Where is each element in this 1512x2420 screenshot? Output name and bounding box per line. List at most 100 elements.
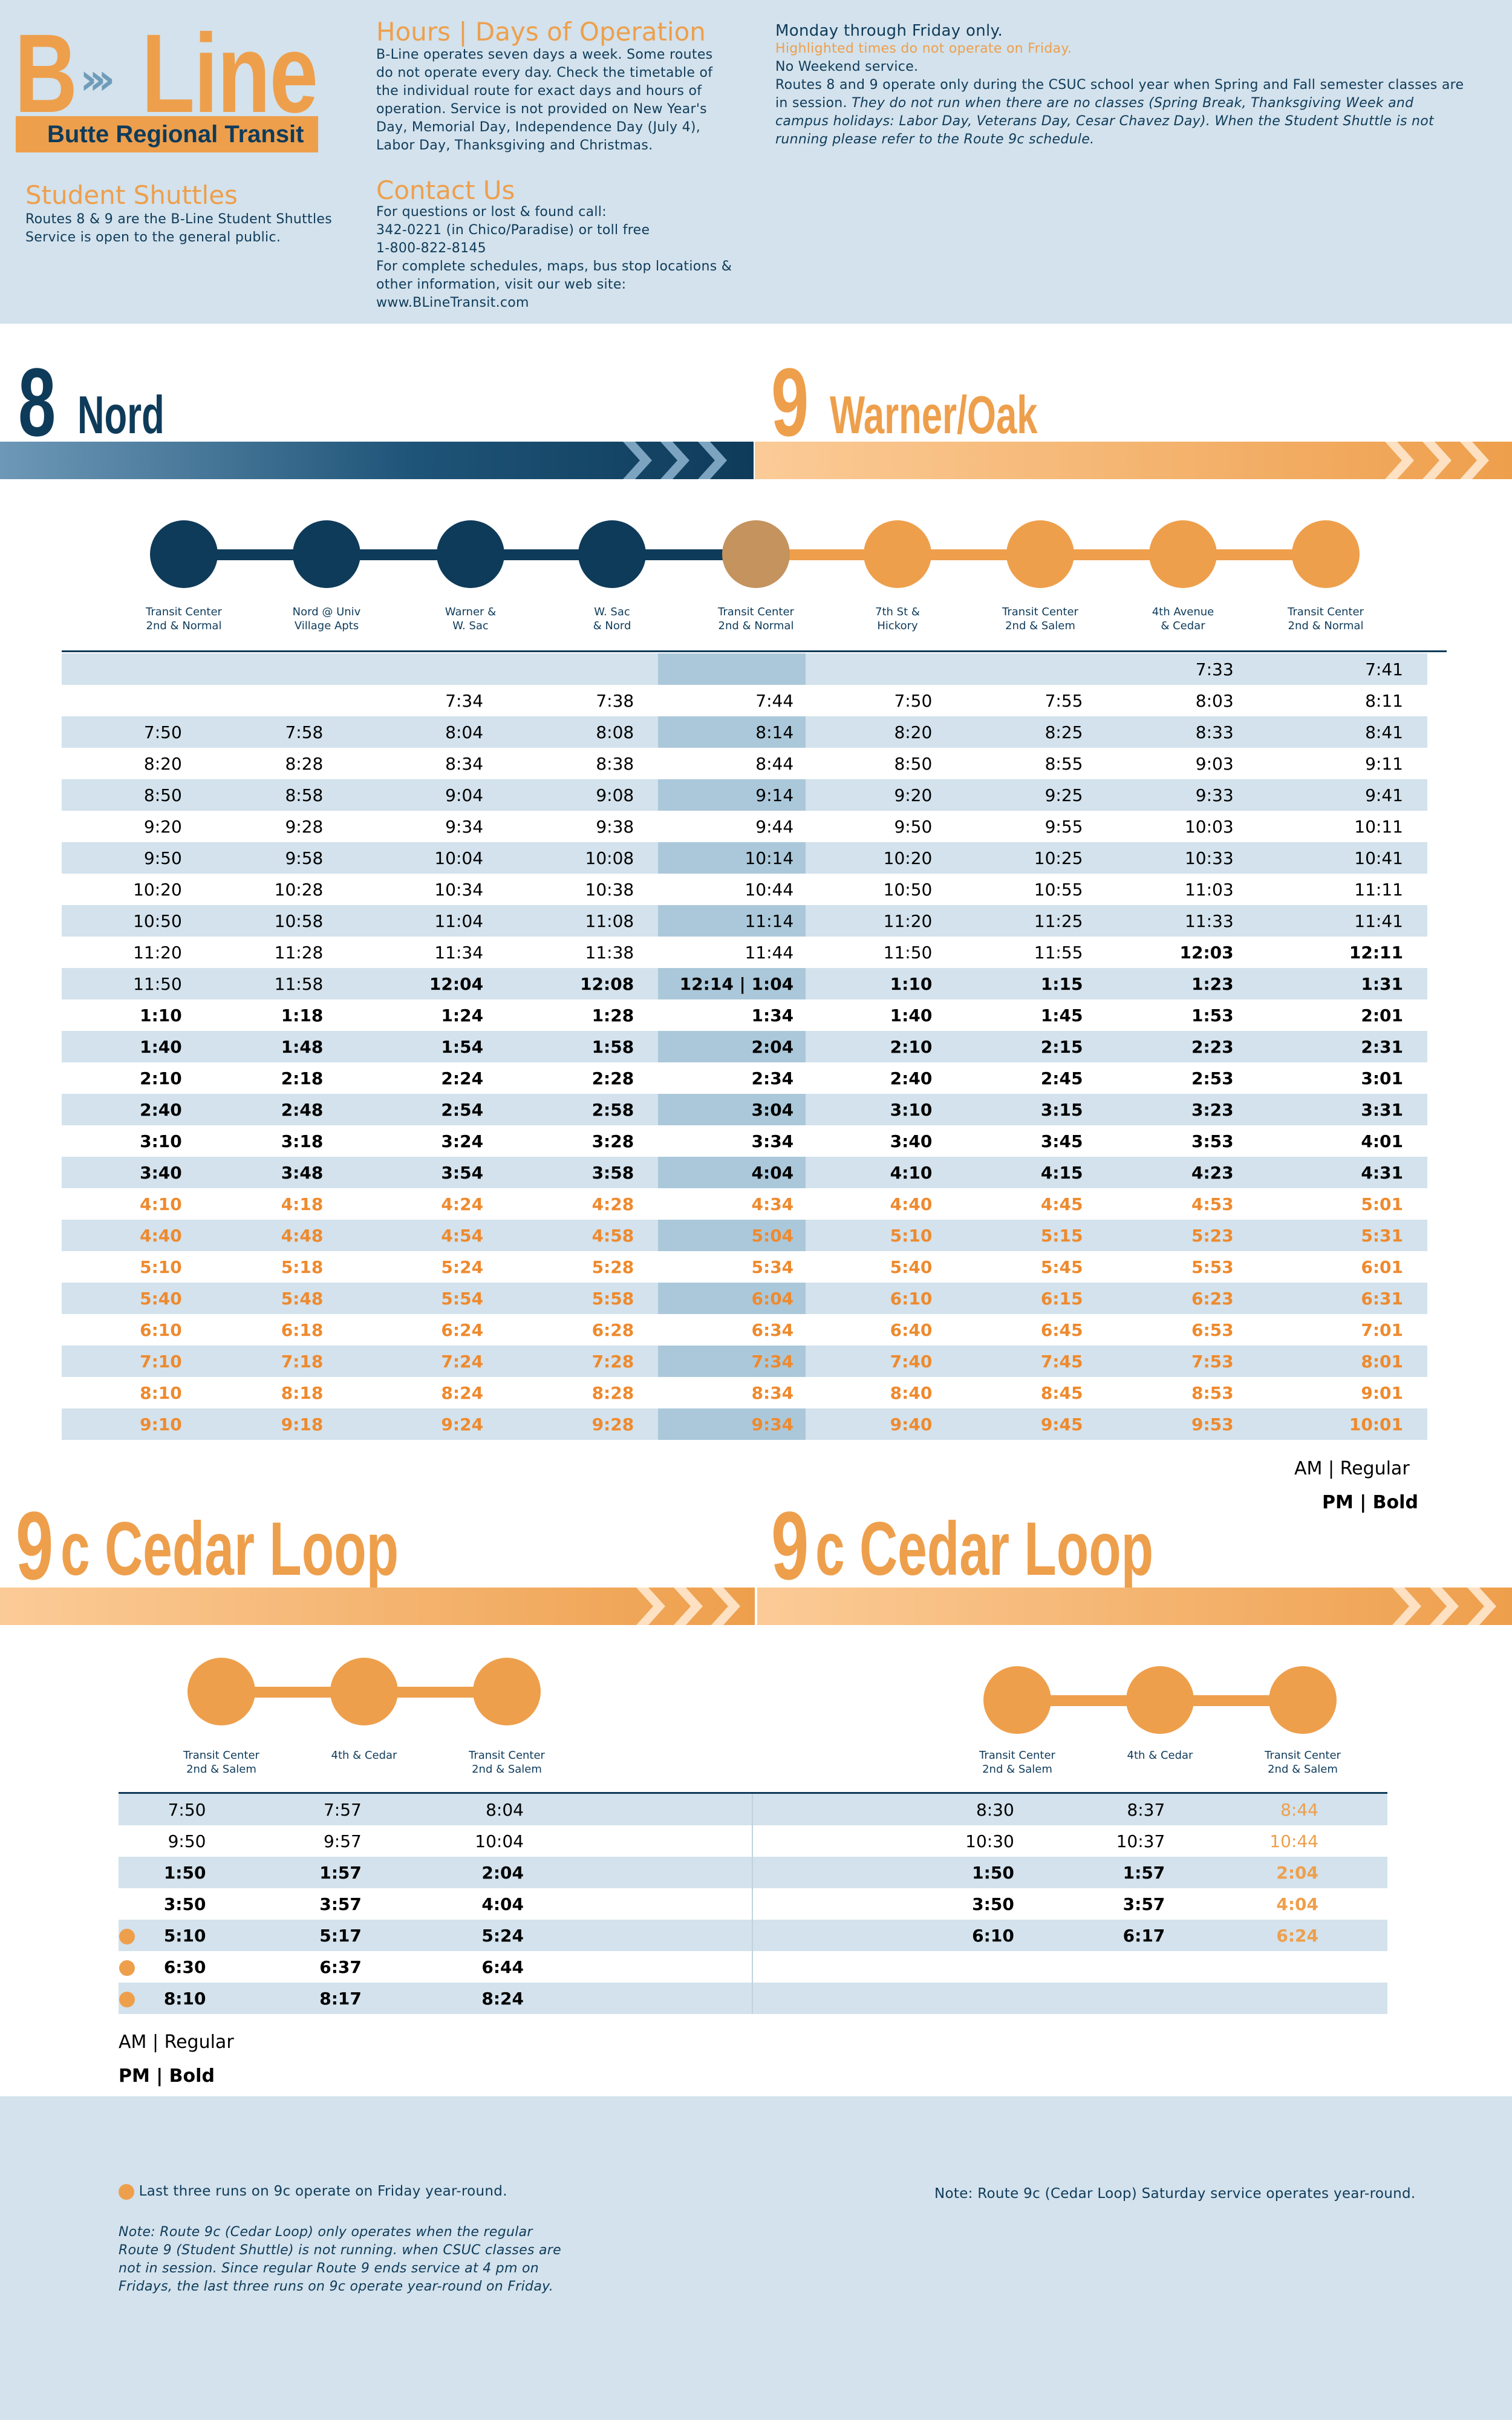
time-cell: 12:04 xyxy=(347,968,508,999)
time-cell: 7:50 xyxy=(62,716,206,748)
time-cell: 5:28 xyxy=(591,1257,634,1277)
time-cell: 5:31 xyxy=(1257,1220,1427,1251)
route-9c-right-timetable: 8:30 8:37 8:44 10:30 10:37 10:44 1:50 1:57 2:04 3… xyxy=(756,1794,1361,1951)
time-cell: 11:55 xyxy=(1034,942,1083,963)
time-cell: 11:20 xyxy=(806,905,957,937)
contact-line-1: For questions or lost & found call: xyxy=(376,204,607,220)
time-cell: 10:34 xyxy=(434,879,484,900)
time-cell: 11:14 xyxy=(658,905,806,937)
time-cell: 3:10 xyxy=(140,1131,182,1151)
time-cell: 7:18 xyxy=(206,1346,348,1377)
stop-label: Transit Center 2nd & Normal xyxy=(146,606,222,632)
table-row: 10:20 10:28 10:34 10:38 10:44 10:50 10:55 11:03… xyxy=(62,874,1427,905)
legend-pm: PM | Bold xyxy=(1322,1492,1418,1513)
route-9c-right-number: 9 xyxy=(771,1491,809,1600)
time-cell: 7:28 xyxy=(507,1346,659,1377)
time-cell: 5:24 xyxy=(441,1257,484,1277)
table-row: 1:40 1:48 1:54 1:58 2:04 2:10 2:15 2:23 2:31 xyxy=(62,1031,1427,1062)
table-row: 6:10 6:18 6:24 6:28 6:34 6:40 6:45 6:53 7:01 xyxy=(62,1314,1427,1346)
time-cell: 2:04 xyxy=(658,1031,806,1062)
time-cell: 8:50 xyxy=(894,753,933,774)
time-cell: 6:18 xyxy=(281,1320,324,1340)
time-cell: 6:10 xyxy=(140,1320,182,1340)
time-cell xyxy=(62,653,206,685)
time-cell: 2:45 xyxy=(1040,1068,1083,1088)
time-cell: 2:34 xyxy=(751,1068,794,1088)
table-row: 6:30 6:37 6:44 xyxy=(119,1951,566,1983)
route-9c-left-name: c Cedar Loop xyxy=(60,1507,399,1591)
website-link[interactable]: www.BLineTransit.com xyxy=(376,295,529,310)
time-cell: 9:44 xyxy=(755,816,794,837)
route-9-name: Warner/Oak xyxy=(830,385,1038,445)
friday-dot-icon xyxy=(119,2183,134,2200)
time-cell: 4:10 xyxy=(806,1157,957,1188)
hours-title: Hours | Days of Operation xyxy=(376,17,706,47)
stop-label: Transit Center 2nd & Salem xyxy=(183,1749,259,1776)
table-row: 5:40 5:48 5:54 5:58 6:04 6:10 6:15 6:23 6:31 xyxy=(62,1283,1427,1314)
time-cell: 2:04 xyxy=(481,1862,524,1883)
time-cell: 9:18 xyxy=(206,1408,348,1440)
logo-letter-b: B xyxy=(15,11,77,136)
time-cell xyxy=(206,653,348,685)
time-text: 8:10 xyxy=(163,1988,206,2009)
stop-9c-right-2-icon xyxy=(1126,1666,1194,1734)
time-cell: 5:53 xyxy=(1191,1257,1234,1277)
legend-9c-am: AM | Regular xyxy=(119,2032,234,2053)
time-cell: 10:44 xyxy=(745,879,794,900)
time-cell: 6:24 xyxy=(1276,1925,1318,1946)
time-cell: 8:03 xyxy=(1195,690,1234,711)
time-cell: 10:33 xyxy=(1107,842,1258,874)
no-weekend: No Weekend service. xyxy=(775,59,919,74)
stop-9c-right-3-icon xyxy=(1269,1666,1337,1734)
route-9c-right-diagram xyxy=(756,1666,1512,1739)
time-cell: 10:01 xyxy=(1257,1408,1427,1440)
time-cell: 3:45 xyxy=(1040,1131,1083,1151)
table-row: 5:10 5:17 5:24 xyxy=(119,1920,566,1951)
time-cell: 7:41 xyxy=(1257,653,1427,685)
time-cell: 9:10 xyxy=(62,1408,206,1440)
stop-7-icon xyxy=(1006,520,1074,588)
time-cell: 9:38 xyxy=(596,816,634,837)
time-cell: 2:10 xyxy=(140,1068,182,1088)
time-cell: 3:58 xyxy=(507,1157,659,1188)
time-cell: 1:40 xyxy=(890,1005,933,1025)
time-cell: 7:34 xyxy=(445,690,484,711)
time-cell: 1:50 xyxy=(163,1862,206,1883)
time-cell: 1:54 xyxy=(347,1031,508,1062)
contact-title: Contact Us xyxy=(376,175,515,205)
stop-label: Transit Center 2nd & Salem xyxy=(1265,1749,1341,1776)
stop-6-icon xyxy=(864,520,931,588)
time-cell: 5:04 xyxy=(658,1220,806,1251)
route-8-name: Nord xyxy=(77,385,165,445)
table-row: 8:20 8:28 8:34 8:38 8:44 8:50 8:55 9:03 9:11 xyxy=(62,748,1427,779)
time-cell: 8:44 xyxy=(1280,1799,1318,1820)
time-cell: 5:17 xyxy=(319,1925,362,1946)
time-cell: 9:11 xyxy=(1365,753,1403,774)
time-cell: 1:31 xyxy=(1257,968,1427,999)
time-cell: 10:38 xyxy=(585,879,634,900)
time-cell: 7:24 xyxy=(347,1346,508,1377)
time-cell: 11:20 xyxy=(133,942,182,963)
time-cell: 9:34 xyxy=(658,1408,806,1440)
stop-label: 7th St & Hickory xyxy=(875,606,920,632)
time-cell: 9:20 xyxy=(143,816,182,837)
route-9c-left-number: 9 xyxy=(16,1491,54,1600)
operation-notes: Monday through Friday only. Highlighted … xyxy=(775,22,1471,149)
time-cell: 8:25 xyxy=(956,716,1107,748)
time-cell: 10:50 xyxy=(62,905,206,937)
time-cell: 6:01 xyxy=(1361,1257,1403,1277)
time-cell: 6:40 xyxy=(890,1320,933,1340)
hours-text: B-Line operates seven days a week. Some … xyxy=(376,47,713,153)
table-row: 9:20 9:28 9:34 9:38 9:44 9:50 9:55 10:03 10:11 xyxy=(62,811,1427,842)
time-cell: 7:57 xyxy=(323,1799,362,1820)
time-cell: 9:28 xyxy=(507,1408,659,1440)
route-8-number: 8 xyxy=(18,348,56,456)
time-cell: 6:23 xyxy=(1107,1283,1258,1314)
time-cell: 12:03 xyxy=(1179,942,1234,963)
time-cell xyxy=(956,653,1107,685)
time-cell: 8:38 xyxy=(596,753,634,774)
time-cell: 3:40 xyxy=(890,1131,933,1151)
time-cell: 3:57 xyxy=(1123,1894,1165,1914)
table-row: 3:50 3:57 4:04 xyxy=(119,1888,566,1920)
table-row: 8:30 8:37 8:44 xyxy=(756,1794,1361,1825)
